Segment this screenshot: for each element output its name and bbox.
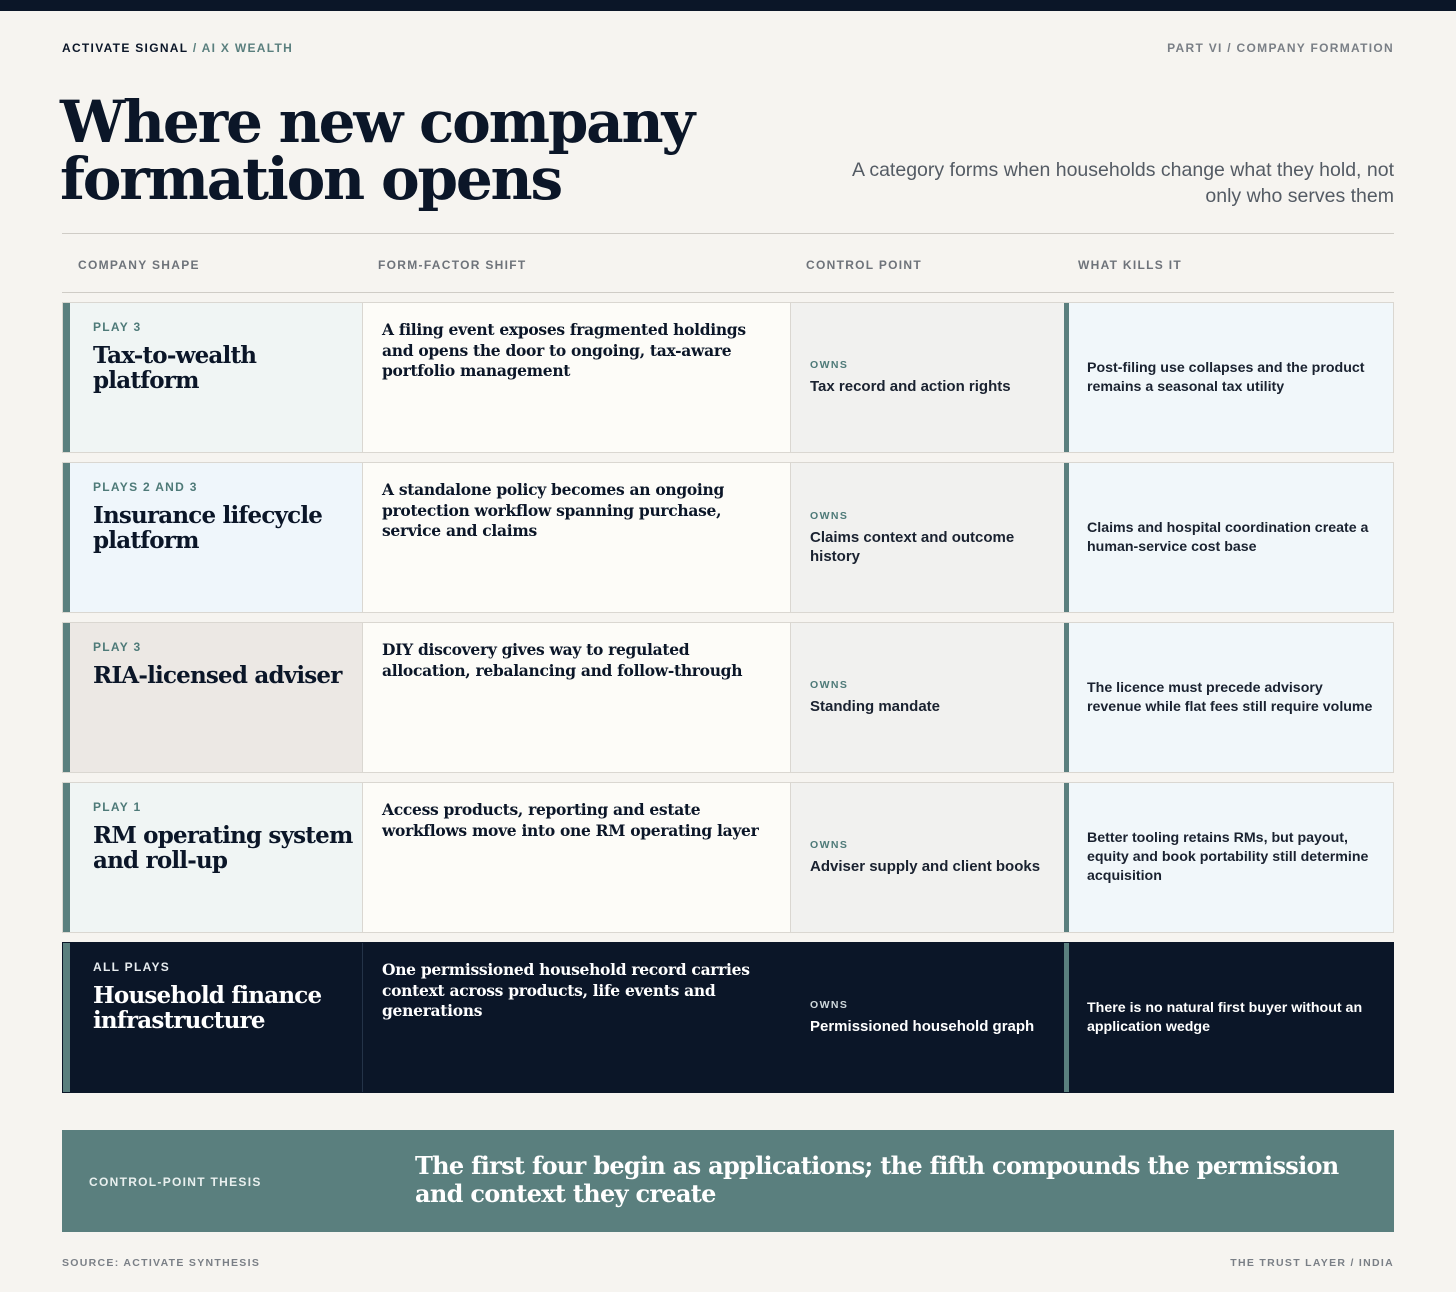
what-kills-it: The licence must precede advisory revenu… (1087, 679, 1373, 715)
owns-label: OWNS (810, 839, 849, 851)
play-label: ALL PLAYS (93, 960, 171, 974)
control-point-cell: OWNS Claims context and outcome history (791, 463, 1064, 612)
company-shape: RIA-licensed adviser (93, 662, 342, 689)
brand-separator: / (192, 41, 198, 55)
company-shape-cell: PLAY 3 Tax-to-wealth platform (63, 303, 363, 452)
brand-name: ACTIVATE SIGNAL (62, 41, 189, 55)
company-shape: Household finance infrastructure (93, 982, 322, 1034)
what-kills-it: Post-filing use collapses and the produc… (1087, 359, 1365, 395)
column-header-control-point: CONTROL POINT (806, 258, 923, 272)
what-kills-it-cell: Post-filing use collapses and the produc… (1064, 303, 1393, 452)
header-divider (62, 233, 1394, 234)
column-header-company-shape: COMPANY SHAPE (78, 258, 200, 272)
form-factor-shift: Access products, reporting and estate wo… (382, 800, 759, 840)
table-row: PLAYS 2 AND 3 Insurance lifecycle platfo… (62, 462, 1394, 613)
form-factor-shift-cell: Access products, reporting and estate wo… (363, 783, 791, 932)
owns-label: OWNS (810, 509, 849, 522)
company-shape-cell: PLAY 1 RM operating system and roll-up (63, 783, 363, 932)
owns-label: OWNS (810, 679, 849, 691)
title-line-2: formation opens (60, 145, 563, 213)
what-kills-it: Better tooling retains RMs, but payout, … (1087, 830, 1369, 884)
thesis-text: The first four begin as applications; th… (415, 1151, 1339, 1208)
control-point: Tax record and action rights (810, 378, 1011, 395)
control-point: Adviser supply and client books (810, 858, 1041, 875)
what-kills-it: Claims and hospital coordination create … (1087, 519, 1369, 555)
column-header-what-kills-it: WHAT KILLS IT (1078, 258, 1182, 272)
page-subtitle: A category forms when households change … (851, 159, 1394, 207)
control-point-cell: OWNS Permissioned household graph (791, 943, 1064, 1092)
form-factor-shift-cell: One permissioned household record carrie… (363, 943, 791, 1092)
footer-series: THE TRUST LAYER / INDIA (1230, 1257, 1394, 1269)
table-row: PLAY 3 RIA-licensed adviser DIY discover… (62, 622, 1394, 773)
thesis-banner: CONTROL-POINT THESIS The first four begi… (62, 1130, 1394, 1232)
top-bar (0, 0, 1456, 11)
control-point-cell: OWNS Adviser supply and client books (791, 783, 1064, 932)
source-note: SOURCE: ACTIVATE SYNTHESIS (62, 1257, 261, 1269)
company-shape: RM operating system and roll-up (93, 822, 353, 874)
table-row-highlighted: ALL PLAYS Household finance infrastructu… (62, 942, 1394, 1093)
company-shape: Insurance lifecycle platform (93, 502, 323, 554)
company-shape: Tax-to-wealth platform (93, 342, 257, 394)
control-point-cell: OWNS Tax record and action rights (791, 303, 1064, 452)
what-kills-it-cell: There is no natural first buyer without … (1064, 943, 1393, 1092)
form-factor-shift: A filing event exposes fragmented holdin… (382, 320, 746, 380)
play-label: PLAY 3 (93, 320, 142, 334)
control-point: Standing mandate (810, 698, 941, 715)
owns-label: OWNS (810, 999, 849, 1011)
table-row: PLAY 3 Tax-to-wealth platform A filing e… (62, 302, 1394, 453)
control-point: Claims context and outcome history (810, 528, 1015, 565)
form-factor-shift: A standalone policy becomes an ongoing p… (382, 480, 724, 540)
column-header-form-factor-shift: FORM-FACTOR SHIFT (378, 258, 527, 272)
form-factor-shift: One permissioned household record carrie… (382, 960, 750, 1020)
title-line-1: Where new company (60, 88, 695, 156)
company-shape-cell: PLAYS 2 AND 3 Insurance lifecycle platfo… (63, 463, 363, 612)
header-brand: ACTIVATE SIGNAL / AI X WEALTH (62, 41, 293, 55)
form-factor-shift-cell: A filing event exposes fragmented holdin… (363, 303, 791, 452)
control-point-cell: OWNS Standing mandate (791, 623, 1064, 772)
page-title: Where new company formation opens (60, 88, 760, 213)
play-label: PLAY 1 (93, 800, 142, 814)
company-shape-cell: ALL PLAYS Household finance infrastructu… (63, 943, 363, 1092)
what-kills-it: There is no natural first buyer without … (1087, 999, 1363, 1035)
form-factor-shift-cell: DIY discovery gives way to regulated all… (363, 623, 791, 772)
what-kills-it-cell: Claims and hospital coordination create … (1064, 463, 1393, 612)
series-name: AI X WEALTH (201, 41, 294, 55)
what-kills-it-cell: Better tooling retains RMs, but payout, … (1064, 783, 1393, 932)
form-factor-shift-cell: A standalone policy becomes an ongoing p… (363, 463, 791, 612)
owns-label: OWNS (810, 359, 849, 371)
what-kills-it-cell: The licence must precede advisory revenu… (1064, 623, 1393, 772)
thesis-label: CONTROL-POINT THESIS (89, 1175, 262, 1189)
play-label: PLAY 3 (93, 640, 142, 654)
form-factor-shift: DIY discovery gives way to regulated all… (382, 640, 743, 680)
section-label: PART VI / COMPANY FORMATION (1167, 41, 1394, 55)
column-header-divider (62, 292, 1394, 293)
play-label: PLAYS 2 AND 3 (93, 480, 198, 494)
control-point: Permissioned household graph (810, 1018, 1035, 1035)
table-row: PLAY 1 RM operating system and roll-up A… (62, 782, 1394, 933)
company-shape-cell: PLAY 3 RIA-licensed adviser (63, 623, 363, 772)
